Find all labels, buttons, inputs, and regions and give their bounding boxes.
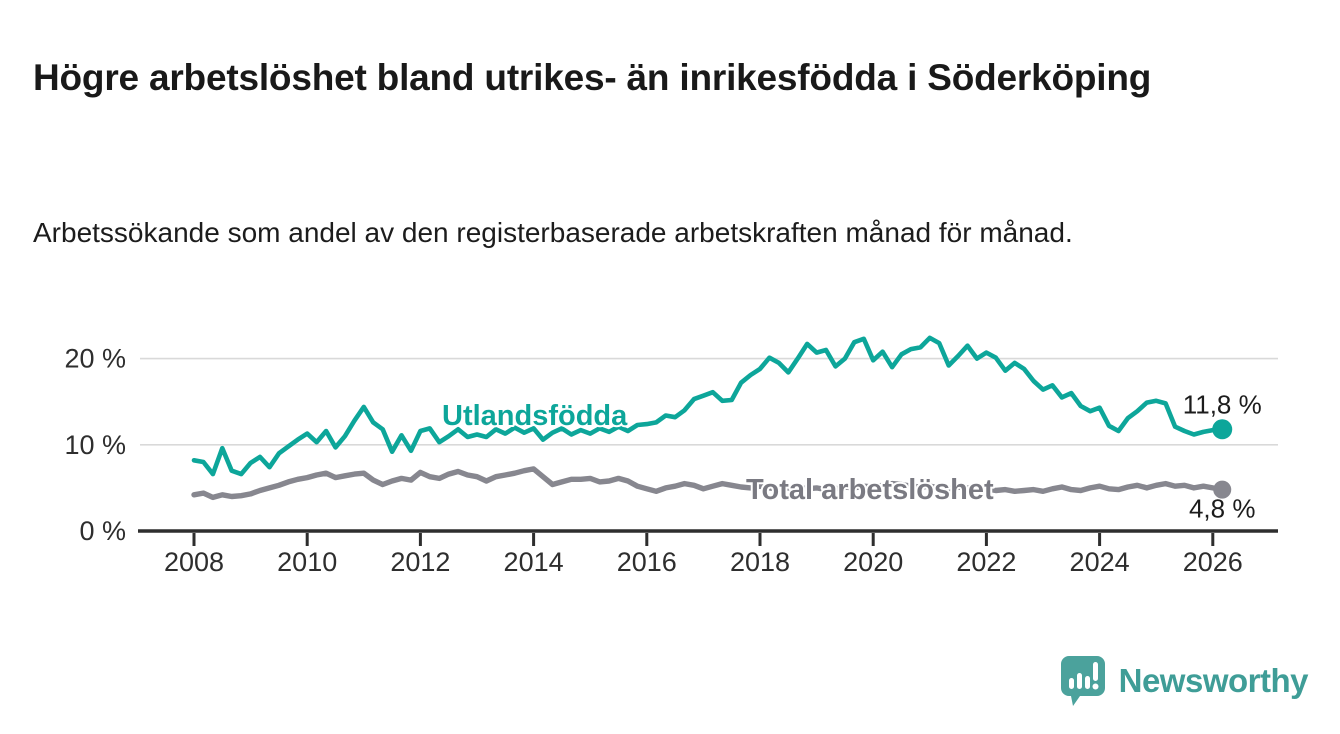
x-tick-label: 2012 <box>390 547 450 577</box>
x-tick-label: 2008 <box>164 547 224 577</box>
x-tick-label: 2024 <box>1070 547 1130 577</box>
series-line-total <box>191 466 1225 501</box>
newsworthy-logo-icon <box>1060 656 1105 706</box>
x-tick-label: 2016 <box>617 547 677 577</box>
page-title: Högre arbetslöshet bland utrikes- än inr… <box>33 56 1152 98</box>
x-tick-label: 2010 <box>277 547 337 577</box>
x-tick-label: 2026 <box>1183 547 1243 577</box>
brand-footer: Newsworthy <box>1059 654 1309 708</box>
series-label-total: Total arbetslöshet <box>746 474 994 506</box>
x-tick-label: 2014 <box>504 547 564 577</box>
end-value-label: 4,8 % <box>1189 494 1256 524</box>
chart-subtitle: Arbetssökande som andel av den registerb… <box>33 217 1073 248</box>
series-end-dot <box>1213 480 1232 499</box>
brand-name: Newsworthy <box>1118 662 1309 699</box>
y-tick-label: 10 % <box>64 430 126 460</box>
x-tick-label: 2020 <box>843 547 903 577</box>
series-line-utlandsfodda <box>191 335 1225 477</box>
series-end-dot <box>1212 419 1233 440</box>
end-value-label: 11,8 % <box>1183 389 1262 419</box>
y-tick-label: 0 % <box>79 516 126 546</box>
x-tick-label: 2022 <box>956 547 1016 577</box>
series-label-utlandsfodda: Utlandsfödda <box>442 400 628 432</box>
y-tick-label: 20 % <box>64 344 126 374</box>
x-tick-label: 2018 <box>730 547 790 577</box>
